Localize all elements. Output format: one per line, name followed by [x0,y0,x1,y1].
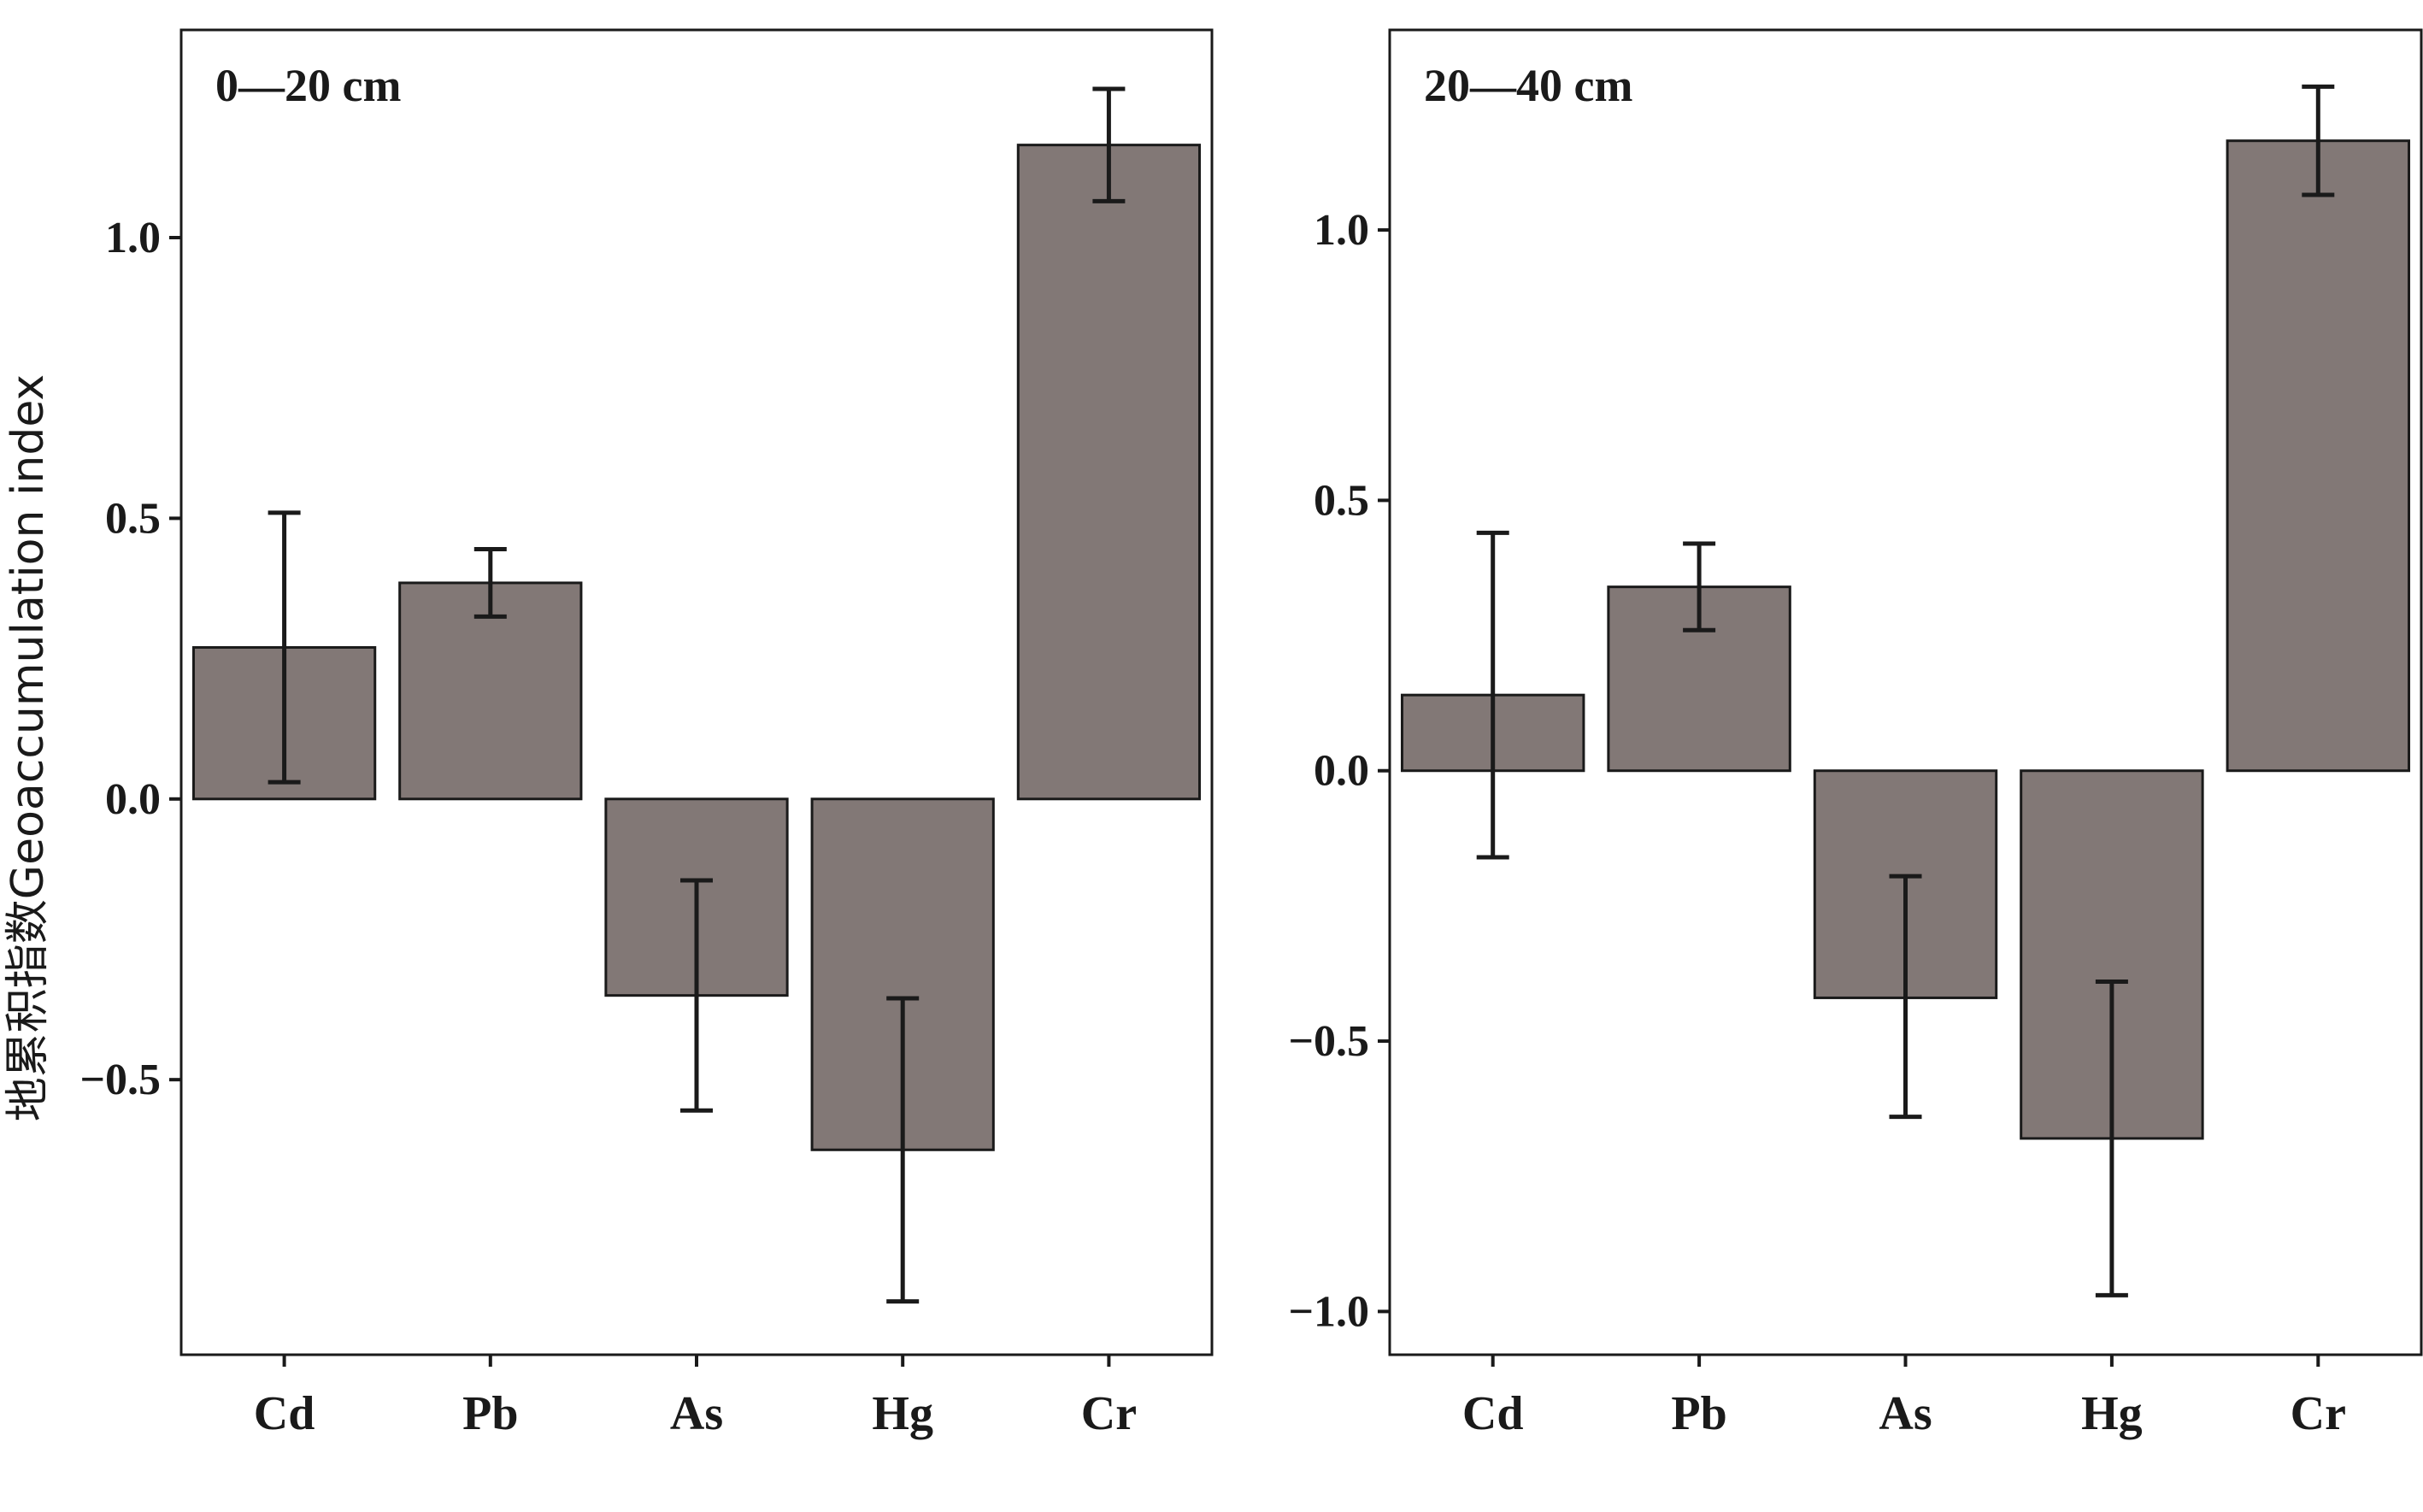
error-bar-hg [2095,979,2128,1297]
y-tick-label: −0.5 [79,1056,161,1104]
x-tick-label-pb: Pb [462,1387,518,1440]
y-axis-label: 地累积指数Geoaccumulation index [3,374,54,1121]
bar-cr [1016,144,1202,801]
error-bar-cr [1092,86,1126,203]
x-tick-label-cd: Cd [1462,1387,1524,1440]
error-bar-cd [1476,530,1509,860]
error-bar-cd [268,510,301,785]
y-tick-label: 0.0 [105,775,161,824]
x-tick-label-as: As [1879,1387,1932,1440]
y-tick-label: 1.0 [1314,206,1369,255]
error-bar-as [680,878,713,1113]
x-tick-label-cd: Cd [254,1387,315,1440]
y-tick-label: 0.0 [1314,747,1369,796]
panel-title: 20—40 cm [1424,60,1632,111]
bar-cr [2226,139,2411,773]
error-bar-hg [886,996,920,1304]
y-tick-label: −1.0 [1288,1287,1369,1336]
error-bar-pb [473,547,507,619]
panel-0-20cm: 1.0 0.5 0.0 −0.5 Cd Pb As Hg Cr 0—20 cm [79,28,1214,1440]
y-tick-label: 1.0 [105,214,161,262]
bar-pb [398,581,583,801]
x-tick-label-pb: Pb [1671,1387,1726,1440]
x-tick-label-hg: Hg [872,1387,933,1440]
error-bar-pb [1683,541,1716,632]
error-bar-as [1889,874,1922,1120]
y-tick-label: −0.5 [1288,1017,1369,1066]
x-tick-label-cr: Cr [2291,1387,2346,1440]
y-tick-label: 0.5 [1314,476,1369,525]
x-tick-label-hg: Hg [2081,1387,2143,1440]
x-tick-label-cr: Cr [1081,1387,1137,1440]
panel-title: 0—20 cm [215,60,401,111]
panel-20-40cm: 1.0 0.5 0.0 −0.5 −1.0 Cd Pb As Hg Cr 20—40 cm [1288,28,2423,1440]
error-bar-cr [2302,84,2335,197]
y-tick-label: 0.5 [105,494,161,543]
x-tick-label-as: As [670,1387,723,1440]
